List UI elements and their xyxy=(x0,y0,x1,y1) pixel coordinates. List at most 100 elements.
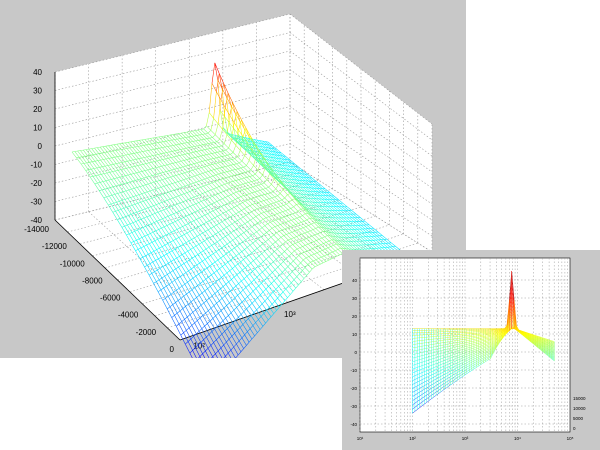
mesh-line xyxy=(103,196,107,198)
mesh-line xyxy=(249,305,255,313)
mesh-line xyxy=(265,258,271,265)
mesh-line xyxy=(251,144,257,149)
mesh-line xyxy=(314,233,318,236)
mesh-line xyxy=(102,166,108,174)
mesh-line xyxy=(149,263,155,272)
mesh-line xyxy=(221,245,225,249)
mesh-line xyxy=(324,255,329,261)
mesh-line xyxy=(252,325,258,333)
mesh-line xyxy=(375,231,380,237)
mesh-line xyxy=(205,350,210,358)
mesh-line xyxy=(121,184,127,192)
mesh-line xyxy=(267,221,271,224)
mesh-line xyxy=(136,171,140,174)
mesh-line xyxy=(258,316,262,320)
mesh-line xyxy=(266,198,270,200)
mesh-line xyxy=(305,213,310,219)
mesh-line xyxy=(376,235,382,240)
mesh-line xyxy=(240,216,244,219)
inset-mesh-line xyxy=(528,333,531,336)
mesh-line xyxy=(311,187,316,192)
mesh-line xyxy=(119,176,123,178)
mesh-line xyxy=(219,199,225,206)
mesh-line xyxy=(306,249,310,252)
mesh-line xyxy=(206,183,210,186)
mesh-line xyxy=(128,214,132,216)
mesh-line xyxy=(206,267,212,276)
mesh-line xyxy=(202,144,208,150)
mesh-line xyxy=(276,212,280,214)
mesh-line xyxy=(251,150,257,156)
mesh-line xyxy=(214,243,220,250)
mesh-line xyxy=(374,244,380,249)
mesh-line xyxy=(267,156,273,161)
mesh-line xyxy=(322,224,327,229)
mesh-line xyxy=(160,289,166,299)
mesh-line xyxy=(164,276,170,285)
mesh-line xyxy=(229,200,233,203)
mesh-line xyxy=(230,349,236,358)
mesh-line xyxy=(205,312,211,322)
mesh-line xyxy=(211,152,215,154)
mesh-line xyxy=(323,191,329,197)
mesh-line xyxy=(193,162,197,164)
mesh-line xyxy=(158,153,162,155)
mesh-line xyxy=(147,150,153,156)
mesh-line xyxy=(270,234,274,238)
mesh-line xyxy=(214,151,218,154)
mesh-line xyxy=(303,259,308,265)
mesh-line xyxy=(274,176,280,182)
mesh-line xyxy=(261,300,266,305)
mesh-line xyxy=(241,161,247,166)
mesh-line xyxy=(174,169,180,175)
mesh-line xyxy=(104,188,108,190)
inset-mesh-line xyxy=(532,336,536,339)
mesh-line xyxy=(150,205,154,207)
mesh-line xyxy=(217,216,223,222)
inset-mesh-line xyxy=(549,345,553,348)
mesh-line xyxy=(257,294,261,298)
mesh-line xyxy=(170,157,176,163)
mesh-line xyxy=(178,266,184,275)
mesh-line xyxy=(154,195,158,198)
mesh-line xyxy=(121,183,125,185)
mesh-line xyxy=(151,196,155,199)
mesh-line xyxy=(151,271,155,274)
mesh-line xyxy=(228,338,234,348)
mesh-line xyxy=(272,173,278,178)
mesh-line xyxy=(240,167,246,173)
mesh-line xyxy=(129,204,133,207)
mesh-line xyxy=(178,133,184,139)
mesh-line xyxy=(274,160,280,166)
mesh-line xyxy=(234,266,240,273)
mesh-line xyxy=(309,177,314,182)
mesh-line xyxy=(119,217,124,219)
mesh-line xyxy=(221,88,227,98)
mesh-line xyxy=(284,269,290,275)
mesh-line xyxy=(257,220,261,224)
mesh-line xyxy=(266,277,272,284)
mesh-line xyxy=(266,274,270,278)
mesh-line xyxy=(146,144,150,146)
mesh-line xyxy=(197,145,202,151)
inset-mesh-line xyxy=(547,342,550,345)
mesh-line xyxy=(227,325,231,329)
mesh-line xyxy=(118,149,124,156)
mesh-line xyxy=(263,310,267,314)
inset-mesh-line xyxy=(549,343,552,345)
mesh-line xyxy=(124,199,130,207)
mesh-line xyxy=(271,178,275,185)
mesh-line xyxy=(160,172,164,174)
mesh-line xyxy=(183,330,187,333)
mesh-line xyxy=(228,251,234,259)
mesh-line xyxy=(172,133,176,135)
mesh-line xyxy=(225,253,231,261)
mesh-line xyxy=(306,237,310,239)
mesh-line xyxy=(141,171,147,178)
mesh-line xyxy=(155,167,161,174)
mesh-line xyxy=(205,159,209,161)
mesh-line xyxy=(224,243,228,247)
mesh-line xyxy=(192,275,196,279)
mesh-line xyxy=(276,201,281,207)
mesh-line xyxy=(243,165,247,168)
